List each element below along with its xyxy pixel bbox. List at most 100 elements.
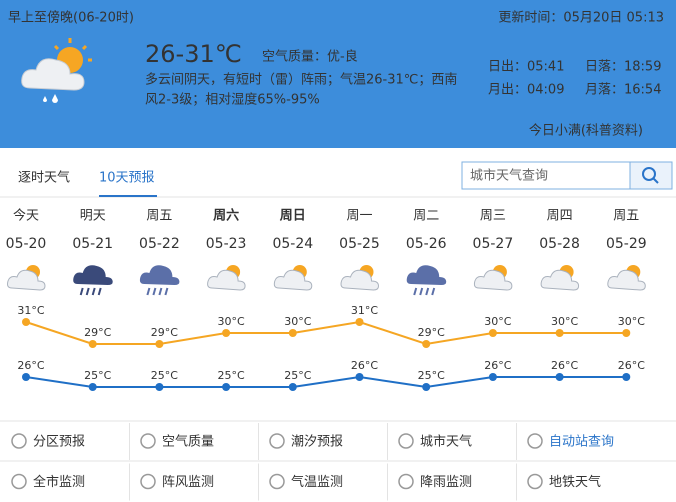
link[interactable]: 阵风监测 — [162, 475, 214, 490]
high-label: 29°C — [418, 326, 445, 339]
weather-icon — [7, 265, 46, 291]
rain — [152, 287, 157, 296]
high-label: 30°C — [284, 315, 311, 328]
sunset: 日落：18:59 — [585, 60, 661, 75]
solar-term[interactable]: 今日小满(科普资料) — [529, 123, 643, 139]
low-label: 26°C — [618, 359, 645, 372]
high-label: 29°C — [151, 326, 178, 339]
link[interactable]: 城市天气 — [420, 434, 472, 450]
cloud — [473, 269, 513, 291]
tab[interactable]: 10天预报 — [99, 171, 155, 186]
date: 05-22 — [139, 236, 180, 252]
temperature: 26-31℃ — [145, 40, 242, 68]
high-label: 30°C — [218, 315, 245, 328]
moonset: 月落：16:54 — [585, 83, 661, 98]
high-point — [555, 329, 564, 337]
header-icon — [21, 38, 92, 103]
rain — [91, 287, 96, 296]
high-label: 31°C — [351, 304, 378, 317]
high-point — [422, 340, 431, 348]
link-icon — [140, 473, 156, 490]
link-icon — [398, 473, 414, 490]
low-label: 25°C — [218, 369, 245, 382]
link[interactable]: 地铁天气 — [549, 474, 601, 490]
link-icon — [11, 433, 27, 449]
low-point — [22, 373, 30, 381]
cloud — [540, 269, 580, 291]
low-label: 26°C — [484, 359, 511, 372]
weather-icon — [273, 265, 313, 291]
high-label: 30°C — [551, 315, 578, 328]
weather-icon — [540, 265, 580, 291]
sunrise: 日出：05:41 — [488, 60, 564, 75]
tab[interactable]: 逐时天气 — [18, 170, 70, 186]
link[interactable]: 气温监测 — [291, 474, 343, 490]
link-icon — [11, 473, 27, 490]
cloud — [73, 265, 113, 285]
link[interactable]: 分区预报 — [33, 435, 85, 450]
low-label: 25°C — [284, 369, 311, 382]
day-name: 周二 — [413, 209, 439, 224]
rain — [158, 287, 163, 296]
low-label: 26°C — [17, 359, 44, 372]
search-placeholder: 城市天气查询 — [470, 168, 548, 184]
date: 05-26 — [406, 236, 447, 252]
high-line — [25, 320, 627, 346]
description: 风2-3级；相对湿度65%-95% — [145, 92, 320, 108]
day-name: 周日 — [280, 209, 306, 224]
link-icon — [269, 473, 285, 490]
rain — [164, 287, 169, 296]
low-label: 26°C — [551, 359, 578, 372]
cloud — [139, 265, 180, 285]
date: 05-24 — [272, 236, 313, 252]
weather-icon — [607, 265, 646, 291]
high-label: 29°C — [84, 326, 111, 339]
high-label: 31°C — [17, 304, 44, 317]
day-name: 周一 — [346, 209, 372, 224]
high-point — [22, 318, 30, 326]
low-point — [88, 383, 97, 391]
day-name: 周六 — [213, 208, 239, 224]
link-icon — [140, 433, 156, 449]
period: 早上至傍晚(06-20时) — [8, 10, 134, 26]
low-point — [488, 373, 497, 381]
link[interactable]: 空气质量 — [162, 434, 214, 450]
rain — [146, 287, 151, 296]
weather-icon — [207, 265, 246, 291]
date: 05-29 — [606, 236, 647, 252]
link[interactable]: 降雨监测 — [420, 475, 472, 490]
date: 05-23 — [206, 236, 247, 252]
search-icon — [652, 177, 659, 184]
moonrise: 月出：04:09 — [488, 83, 564, 98]
day-name: 周五 — [146, 209, 172, 224]
high-point — [288, 329, 297, 337]
rain — [431, 287, 436, 296]
day-name: 周五 — [613, 209, 639, 224]
cloud — [607, 269, 646, 291]
high-point — [155, 340, 164, 348]
search-button[interactable] — [629, 161, 673, 190]
weather-icon — [340, 265, 380, 291]
day-name: 明天 — [80, 209, 106, 224]
cloud — [207, 269, 246, 291]
day-name: 周三 — [480, 209, 506, 224]
date: 05-20 — [6, 236, 47, 252]
high-point — [355, 318, 364, 326]
low-point — [222, 383, 231, 391]
day-name: 周四 — [547, 209, 573, 224]
weather-icon — [73, 265, 113, 296]
rain — [97, 287, 102, 296]
link[interactable]: 潮汐预报 — [291, 434, 343, 450]
link[interactable]: 全市监测 — [33, 474, 85, 490]
date: 05-27 — [473, 236, 514, 252]
high-point — [488, 329, 497, 337]
low-point — [555, 373, 564, 381]
low-label: 25°C — [84, 369, 111, 382]
search-icon — [642, 167, 656, 181]
link[interactable]: 自动站查询 — [549, 435, 614, 450]
cloud — [340, 269, 380, 291]
high-label: 30°C — [618, 315, 645, 328]
update-time: 更新时间：05月20日 05:13 — [498, 10, 664, 26]
low-label: 25°C — [151, 369, 178, 382]
